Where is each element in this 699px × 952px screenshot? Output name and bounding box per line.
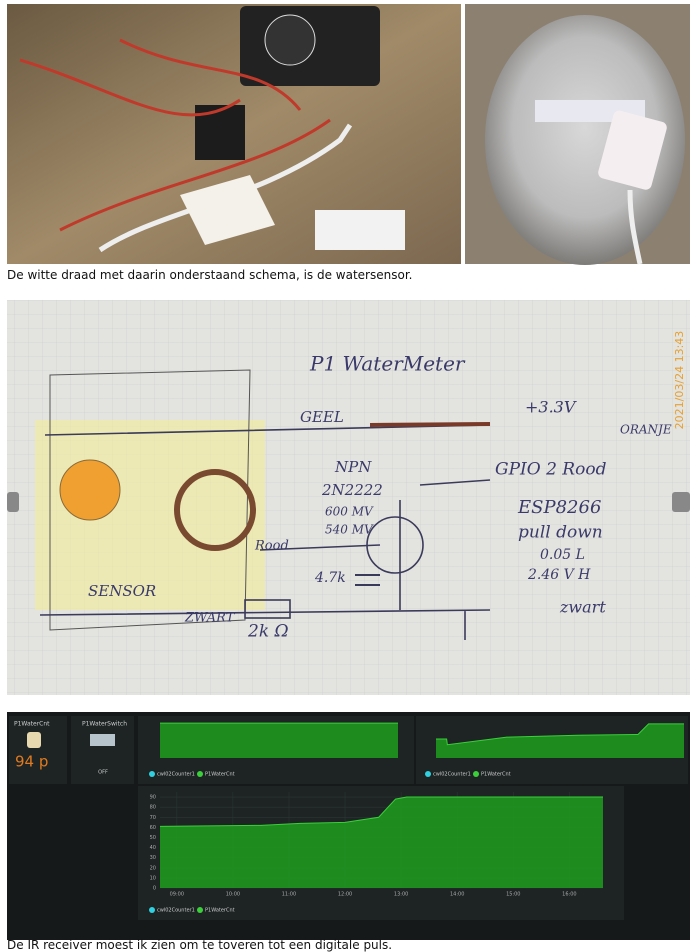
- sensor-clip: [598, 110, 667, 190]
- legend-label: cwl02Counter1: [157, 908, 195, 914]
- label: 2k Ω: [247, 622, 289, 642]
- paper-schematic: [180, 175, 275, 245]
- x-tick-label: 15:00: [506, 892, 520, 898]
- resistor: [244, 599, 291, 619]
- y-tick-label: 60: [150, 825, 156, 831]
- y-tick-label: 50: [150, 835, 156, 841]
- legend-label: P1WaterCnt: [205, 772, 235, 778]
- led: [59, 459, 121, 521]
- wires: [19, 38, 331, 232]
- timestamp: 2021/03/24 13:43: [673, 331, 686, 430]
- label: Rood: [254, 539, 289, 554]
- widget-value: OFF: [98, 770, 108, 776]
- dial: [264, 14, 316, 66]
- x-tick-label: 10:00: [226, 892, 240, 898]
- meter-body: [485, 15, 685, 265]
- prev-button[interactable]: [7, 492, 19, 512]
- label: ORANJE: [620, 423, 672, 437]
- legend-label: cwl02Counter1: [157, 772, 195, 778]
- legend-marker: [149, 907, 155, 913]
- caption: De IR receiver moest ik zien om te tover…: [7, 938, 393, 952]
- x-tick-label: 11:00: [282, 892, 296, 898]
- area: [436, 723, 684, 758]
- label: GPIO 2 Rood: [495, 460, 607, 480]
- legend-label: P1WaterCnt: [481, 772, 511, 778]
- x-tick-label: 14:00: [450, 892, 464, 898]
- widget-value: 94 p: [15, 753, 48, 771]
- y-tick-label: 10: [150, 875, 156, 881]
- label-tag: [315, 210, 405, 250]
- legend-marker: [425, 771, 431, 777]
- y-tick-label: 80: [150, 805, 156, 811]
- widget-title: P1WaterCnt: [14, 721, 50, 728]
- label: zwart: [559, 598, 606, 617]
- label: ESP8266: [517, 497, 601, 518]
- label: P1 WaterMeter: [309, 352, 466, 376]
- widget-title: P1WaterSwitch: [82, 721, 127, 728]
- legend-label: cwl02Counter1: [433, 772, 471, 778]
- legend-marker: [197, 907, 203, 913]
- widget: [71, 716, 134, 784]
- yellow-wire: [369, 422, 491, 427]
- x-tick-label: 12:00: [338, 892, 352, 898]
- label: SENSOR: [88, 582, 156, 600]
- caption: De witte draad met daarin onderstaand sc…: [7, 268, 413, 282]
- next-button[interactable]: [672, 492, 690, 512]
- sensor-wire: [627, 189, 643, 265]
- y-tick-label: 40: [150, 845, 156, 851]
- y-tick-label: 30: [150, 855, 156, 861]
- photos: [7, 4, 690, 265]
- line: [436, 723, 684, 746]
- capacitor: [355, 574, 380, 586]
- area: [160, 797, 603, 888]
- label: NPN: [334, 458, 372, 476]
- y-tick-label: 20: [150, 865, 156, 871]
- dashboard: P1WaterCnt 94 p P1WaterSwitch OFF cwl02C…: [7, 712, 690, 940]
- legend-label: P1WaterCnt: [205, 908, 235, 914]
- label: 540 MV: [325, 523, 374, 537]
- transistor: [366, 516, 424, 574]
- sensor-box: [49, 369, 251, 631]
- y-tick-label: 90: [150, 795, 156, 801]
- phototransistor: [174, 469, 256, 551]
- x-tick-label: 16:00: [562, 892, 576, 898]
- legend-marker: [197, 771, 203, 777]
- wires: [39, 424, 491, 640]
- label: GEEL: [300, 408, 344, 426]
- label: 2N2222: [321, 481, 383, 499]
- x-tick-label: 09:00: [170, 892, 184, 898]
- widget: [9, 716, 67, 784]
- label: +3.3V: [525, 398, 577, 417]
- x-tick-label: 13:00: [394, 892, 408, 898]
- schematic-photo: P1 WaterMeter GEEL +3.3V ORANJE NPN 2N22…: [7, 300, 690, 695]
- label: pull down: [518, 523, 603, 543]
- legend-marker: [473, 771, 479, 777]
- area: [160, 723, 398, 758]
- jar-icon: [27, 732, 41, 748]
- y-tick-label: 0: [153, 886, 156, 892]
- label: 4.7k: [314, 570, 346, 586]
- legend-marker: [149, 771, 155, 777]
- label: 0.05 L: [540, 547, 585, 563]
- label: 600 MV: [325, 505, 374, 519]
- label: 2.46 V H: [527, 567, 591, 583]
- y-tick-label: 70: [150, 815, 156, 821]
- tap-icon[interactable]: [90, 734, 115, 746]
- line: [159, 796, 603, 827]
- label: ZWART: [184, 611, 236, 626]
